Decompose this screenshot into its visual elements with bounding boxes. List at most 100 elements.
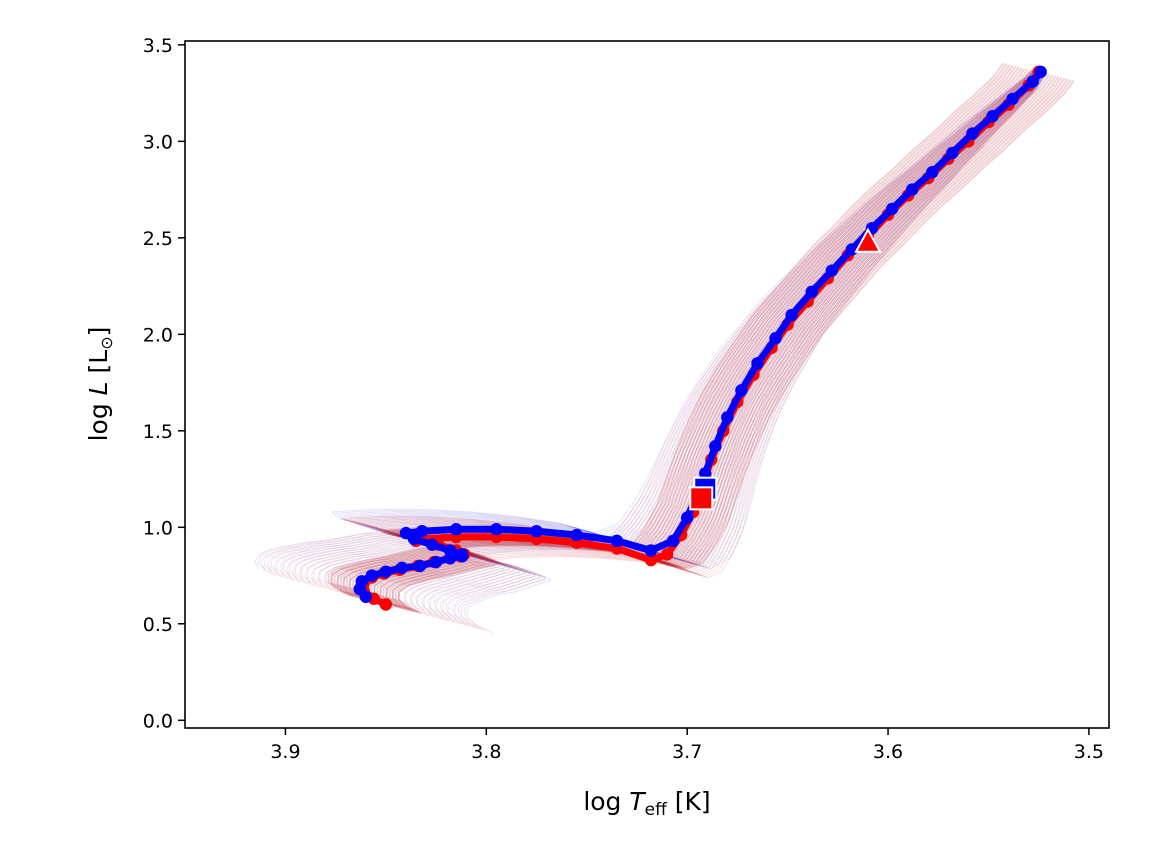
ensemble-track [415,74,1041,620]
ensemble-core-track [379,75,1057,610]
blue-track-point [355,575,368,588]
ensemble-track [463,77,1042,634]
blue-track-point [905,183,919,196]
ensemble-track [417,75,1043,613]
ensemble-core-track [388,77,1066,612]
ensemble-track [409,74,1041,618]
blue-track-point [413,559,427,573]
ensemble-track [454,77,1044,623]
ensemble-core-track [394,79,1072,614]
red-track-point [379,598,393,611]
ensemble-track [439,76,1041,627]
y-tick-label: 3.5 [143,35,173,57]
ensemble-track [298,67,1040,581]
red-triangle-marker [854,227,882,253]
ensemble-track [398,73,1043,608]
ensemble-track [285,67,1040,578]
blue-track-point [1006,92,1019,106]
blue-track-point [443,544,457,557]
ensemble-core-track [391,78,1069,613]
ensemble-track [279,66,1040,576]
red-track-point [660,548,674,561]
x-tick-label: 3.9 [270,741,300,763]
ensemble-track [435,76,1043,618]
ensemble-track [460,77,1044,625]
y-tick-label: 1.0 [143,517,173,539]
x-tick-label: 3.6 [873,741,903,763]
blue-track-point [721,411,734,424]
y-axis: 0.0 0.5 1.0 1.5 2.0 2.5 3.0 3.5 [143,35,185,732]
ensemble-track [310,68,1040,585]
blue-track-point [699,467,712,480]
y-tick-label: 3.0 [143,131,173,153]
ensemble-track [385,72,1040,612]
y-tick-label: 2.5 [143,228,173,250]
blue-track-point [415,524,429,538]
blue-track-point [365,569,379,582]
blue-track-point [429,555,443,569]
blue-track-point [966,127,979,140]
blue-track-point [751,357,764,370]
blue-track-point [1026,75,1039,88]
x-tick-label: 3.8 [471,741,501,763]
y-tick-label: 2.0 [143,324,173,346]
ensemble-track [316,69,1041,586]
blue-track-point [709,440,722,453]
blue-track-point [885,202,899,216]
x-axis-label: log Teff [K] [583,787,710,820]
blue-track-point [805,285,818,299]
blue-track-point [946,146,959,160]
x-tick-label: 3.7 [672,741,702,763]
blue-track-point [490,523,503,536]
blue-track-point [530,524,543,538]
ensemble-track [404,74,1043,610]
y-tick-label: 0.0 [143,710,173,732]
ensemble-track [260,65,1039,571]
ensemble-core-track [397,80,1075,615]
ensemble-track [429,75,1043,617]
y-tick-label: 0.5 [143,614,173,636]
ensemble-track [433,75,1041,625]
axes-frame [184,40,1110,729]
blue-track-point [926,166,939,179]
ensemble-track [421,75,1041,622]
y-axis-label: log L [L⊙] [84,327,116,442]
blue-track-point [785,308,798,322]
x-tick-label: 3.5 [1074,741,1104,763]
blue-track-point [570,528,583,542]
blue-track-point [735,384,748,397]
blue-track-point [425,538,439,551]
x-axis: 3.9 3.8 3.7 3.6 3.5 [270,728,1104,763]
blue-track-point [1034,65,1047,79]
ensemble-track [254,65,1039,569]
ensemble-track [466,77,1044,627]
ensemble-track [445,76,1042,629]
blue-track-point [399,526,413,540]
blue-track-point [825,264,838,277]
ensemble-track [323,69,1041,588]
ensemble-core-track [382,76,1060,611]
marker-group [689,227,882,511]
ensemble-track [273,66,1040,574]
blue-track-point [610,534,624,548]
red-square-marker [689,486,714,511]
ensemble-core-track [385,76,1063,612]
blue-track-point [680,511,694,524]
ensemble-track [427,75,1041,623]
ensemble-track [304,68,1040,583]
plot-area [254,62,1075,634]
series-group [353,65,1047,611]
ensemble-track [457,77,1042,632]
ensemble-track [403,74,1041,617]
ensemble-track [451,77,1042,630]
ensemble-track [266,66,1039,573]
blue-track-point [644,544,658,557]
ensemble-track [391,73,1040,613]
blue-track-point [769,331,782,345]
blue-track-point [395,561,409,575]
ensemble-track [442,76,1044,620]
ensemble-track [410,74,1043,611]
ensemble-track [423,75,1043,615]
ensemble-track [291,67,1040,579]
